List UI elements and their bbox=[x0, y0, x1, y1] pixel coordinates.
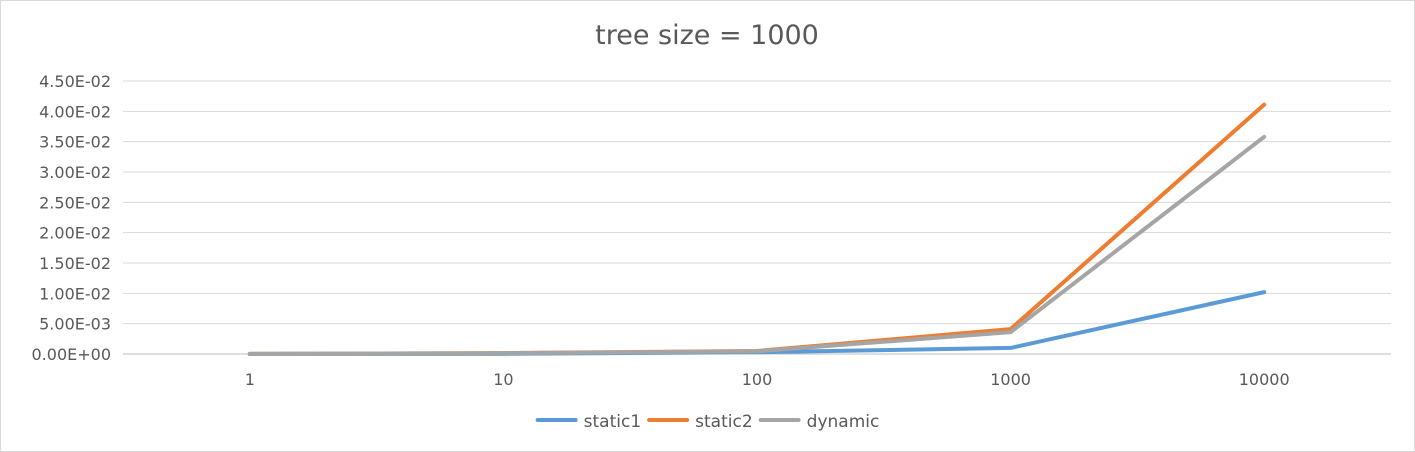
x-tick-label: 1 bbox=[245, 370, 255, 389]
y-tick-label: 0.00E+00 bbox=[32, 345, 112, 364]
series-line-static1 bbox=[247, 290, 1267, 356]
y-tick-label: 1.00E-02 bbox=[39, 284, 111, 303]
x-tick-label: 1000 bbox=[990, 370, 1031, 389]
y-tick-label: 3.00E-02 bbox=[39, 163, 111, 182]
series-lines bbox=[247, 102, 1267, 356]
y-axis-tick-labels: 0.00E+00 5.00E-03 1.00E-02 1.50E-02 2.00E-02… bbox=[32, 72, 112, 364]
legend-item-dynamic: dynamic bbox=[758, 412, 880, 432]
y-tick-label: 4.00E-02 bbox=[39, 102, 111, 121]
gridlines bbox=[123, 80, 1391, 355]
series-line-dynamic bbox=[247, 134, 1267, 356]
y-tick-label: 1.50E-02 bbox=[39, 254, 111, 273]
y-tick-label: 3.50E-02 bbox=[39, 133, 111, 152]
x-axis-tick-labels: 1 10 100 1000 10000 bbox=[245, 370, 1290, 389]
legend-item-static2: static2 bbox=[647, 412, 753, 432]
legend-label: static1 bbox=[584, 412, 642, 432]
legend-label: dynamic bbox=[807, 412, 880, 432]
y-tick-label: 2.50E-02 bbox=[39, 193, 111, 212]
x-tick-label: 10 bbox=[493, 370, 513, 389]
y-tick-label: 4.50E-02 bbox=[39, 72, 111, 91]
x-tick-label: 10000 bbox=[1239, 370, 1290, 389]
chart-title: tree size = 1000 bbox=[595, 20, 819, 51]
y-tick-label: 2.00E-02 bbox=[39, 224, 111, 243]
legend: static1 static2 dynamic bbox=[535, 412, 880, 432]
y-tick-label: 5.00E-03 bbox=[39, 315, 111, 334]
x-tick-label: 100 bbox=[742, 370, 773, 389]
legend-label: static2 bbox=[695, 412, 753, 432]
legend-item-static1: static1 bbox=[535, 412, 642, 432]
